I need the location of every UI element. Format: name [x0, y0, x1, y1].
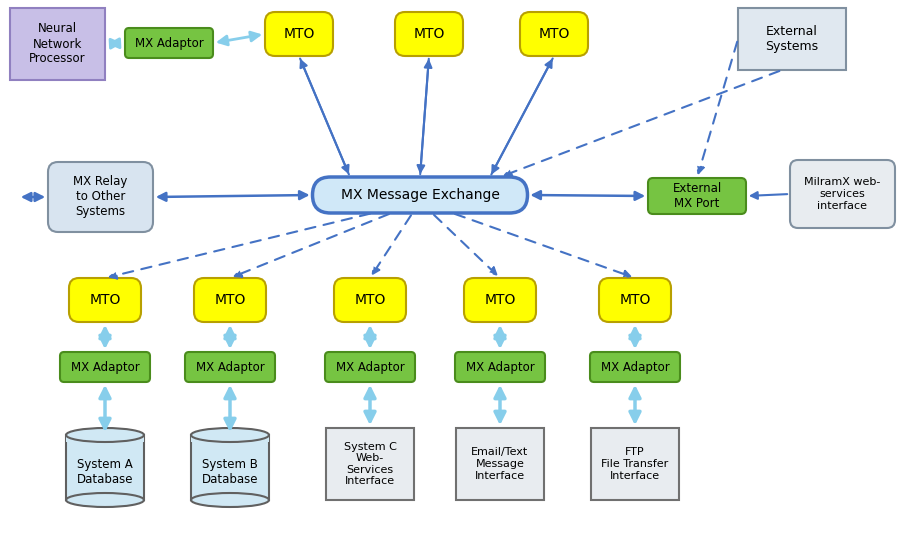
Text: MTO: MTO [413, 27, 445, 41]
Text: Email/Text
Message
Interface: Email/Text Message Interface [472, 447, 528, 480]
FancyBboxPatch shape [194, 278, 266, 322]
Text: MX Adaptor: MX Adaptor [336, 361, 404, 374]
Text: MX Relay
to Other
Systems: MX Relay to Other Systems [73, 175, 128, 218]
Text: MilramX web-
services
interface: MilramX web- services interface [805, 178, 881, 211]
Text: MX Adaptor: MX Adaptor [465, 361, 535, 374]
Text: MTO: MTO [284, 27, 315, 41]
FancyBboxPatch shape [590, 352, 680, 382]
Ellipse shape [66, 493, 144, 507]
Ellipse shape [191, 493, 269, 507]
FancyBboxPatch shape [185, 352, 275, 382]
FancyBboxPatch shape [790, 160, 895, 228]
Text: MX Adaptor: MX Adaptor [135, 36, 203, 49]
FancyBboxPatch shape [48, 162, 153, 232]
Text: MTO: MTO [484, 293, 516, 307]
Text: External
MX Port: External MX Port [672, 182, 722, 210]
Text: MX Adaptor: MX Adaptor [70, 361, 140, 374]
Text: MTO: MTO [89, 293, 121, 307]
FancyBboxPatch shape [265, 12, 333, 56]
FancyBboxPatch shape [599, 278, 671, 322]
Text: MTO: MTO [538, 27, 570, 41]
Text: MX Adaptor: MX Adaptor [600, 361, 670, 374]
Text: MX Message Exchange: MX Message Exchange [340, 188, 500, 202]
Ellipse shape [66, 428, 144, 442]
Text: MTO: MTO [214, 293, 246, 307]
Bar [738, 8, 846, 70]
Text: MTO: MTO [619, 293, 651, 307]
Text: System C
Web-
Services
Interface: System C Web- Services Interface [344, 442, 396, 487]
FancyBboxPatch shape [455, 352, 545, 382]
FancyBboxPatch shape [69, 278, 141, 322]
Ellipse shape [191, 428, 269, 442]
FancyBboxPatch shape [125, 28, 213, 58]
FancyBboxPatch shape [464, 278, 536, 322]
Text: System A
Database: System A Database [76, 458, 133, 486]
FancyBboxPatch shape [520, 12, 588, 56]
Text: MTO: MTO [355, 293, 386, 307]
FancyBboxPatch shape [312, 177, 527, 213]
Bar [191, 435, 269, 442]
FancyBboxPatch shape [648, 178, 746, 214]
FancyBboxPatch shape [60, 352, 150, 382]
Bar [66, 435, 144, 500]
FancyBboxPatch shape [325, 352, 415, 382]
Bar [66, 435, 144, 442]
Bar [10, 8, 105, 80]
FancyBboxPatch shape [334, 278, 406, 322]
Text: FTP
File Transfer
Interface: FTP File Transfer Interface [601, 447, 669, 480]
Bar [591, 428, 679, 500]
Text: MX Adaptor: MX Adaptor [195, 361, 265, 374]
Text: Neural
Network
Processor: Neural Network Processor [29, 22, 86, 66]
FancyBboxPatch shape [395, 12, 463, 56]
Bar [191, 435, 269, 500]
Bar [456, 428, 544, 500]
Text: External
Systems: External Systems [765, 25, 819, 53]
Bar [326, 428, 414, 500]
Text: System B
Database: System B Database [202, 458, 258, 486]
